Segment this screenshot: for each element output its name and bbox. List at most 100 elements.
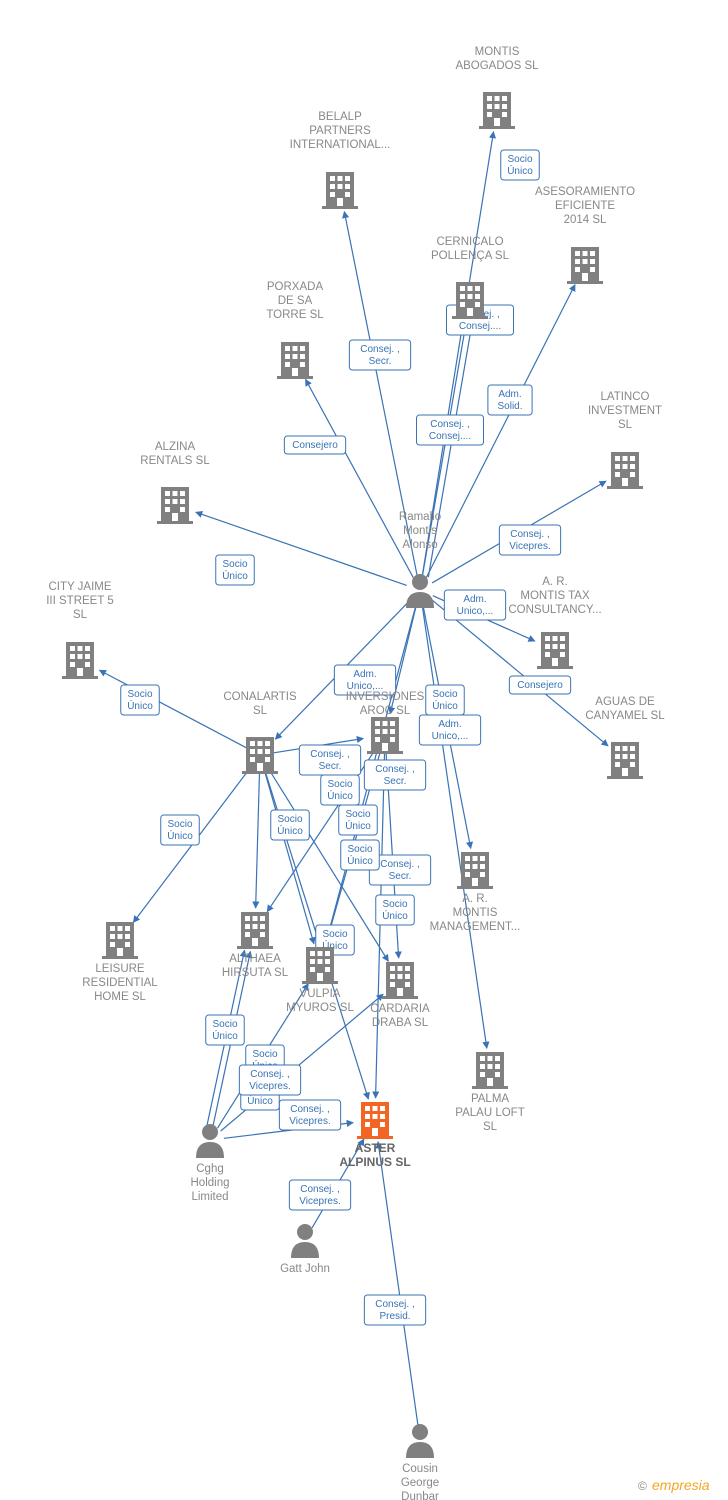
edge-label: Único: [212, 1029, 238, 1042]
edge-label: Único: [327, 789, 353, 802]
company-node[interactable]: PALMAPALAU LOFTSL: [455, 1052, 524, 1133]
edge-label: Adm.: [498, 389, 521, 400]
edge-label: Socio: [507, 154, 532, 165]
edge: [422, 604, 487, 1048]
edge-label: Adm.: [438, 719, 461, 730]
edge-label: Único: [432, 699, 458, 712]
node-label: DRABA SL: [372, 1017, 429, 1029]
company-node[interactable]: MONTIS ABOGADOS SL: [455, 46, 539, 129]
company-icon: [452, 282, 488, 319]
node-label: AROC SL: [360, 705, 411, 717]
company-icon: [607, 742, 643, 779]
edge-label: Socio: [277, 814, 302, 825]
edge: [256, 769, 260, 908]
person-node[interactable]: RamalloMontisAlonso: [399, 511, 441, 608]
edge-label: Unico,...: [457, 606, 494, 617]
node-label: HIRSUTA SL: [222, 967, 289, 979]
edge-label: Único: [277, 824, 303, 837]
company-node[interactable]: ALTHAEAHIRSUTA SL: [222, 912, 289, 979]
edge-label: Socio: [347, 844, 372, 855]
node-label: PORXADA: [267, 281, 324, 293]
node-label: MONTIS TAX: [520, 590, 590, 602]
edge-label: Secr.: [384, 776, 407, 787]
edge-label: Socio: [212, 1019, 237, 1030]
edge-label: Secr.: [319, 761, 342, 772]
company-icon: [382, 962, 418, 999]
company-icon: [472, 1052, 508, 1089]
node-label: MONTIS: [453, 907, 498, 919]
node-label: BELALP: [318, 111, 362, 123]
company-icon: [567, 247, 603, 284]
edge: [264, 768, 314, 943]
person-node[interactable]: Gatt John: [280, 1224, 330, 1275]
node-label: Limited: [191, 1191, 228, 1203]
node-label: CONSULTANCY...: [508, 604, 601, 616]
edge-label: Vicepres.: [299, 1196, 341, 1207]
node-label: MONTIS: [475, 46, 520, 58]
node-label: Cghg: [196, 1163, 224, 1175]
node-label: MANAGEMENT...: [430, 921, 521, 933]
edge-label: Secr.: [389, 871, 412, 882]
edge-label: Consej. ,: [430, 419, 469, 430]
person-icon: [406, 574, 434, 608]
edge-label: Consej. ,: [375, 764, 414, 775]
node-label: RENTALS SL: [140, 455, 210, 467]
node-label: ABOGADOS SL: [455, 60, 539, 72]
edge-label: Único: [507, 164, 533, 177]
node-label: Cousin: [402, 1463, 438, 1475]
edge-label: Consej. ,: [510, 529, 549, 540]
company-node[interactable]: CONALARTISSL: [223, 691, 297, 774]
node-label: ALPINUS SL: [339, 1155, 410, 1169]
edge-label: Único: [167, 829, 193, 842]
edge-label: Único: [247, 1094, 273, 1107]
person-icon: [406, 1424, 434, 1458]
company-icon: [322, 172, 358, 209]
edge: [378, 1142, 418, 1426]
company-node[interactable]: LEISURERESIDENTIALHOME SL: [82, 922, 158, 1003]
company-node[interactable]: CITY JAIMEIII STREET 5SL: [46, 581, 114, 679]
person-node[interactable]: Cousin George Dunbar: [401, 1424, 439, 1500]
node-label: AGUAS DE: [595, 696, 655, 708]
copyright-symbol: ©: [638, 1479, 647, 1493]
company-icon: [157, 487, 193, 524]
edge-label: Secr.: [369, 356, 392, 367]
company-node[interactable]: VULPIAMYUROS SL: [286, 947, 354, 1014]
node-label: SL: [73, 609, 88, 621]
node-label: SL: [483, 1121, 498, 1133]
node-label: CARDARIA: [370, 1003, 430, 1015]
company-node[interactable]: A. R.MONTISMANAGEMENT...: [430, 852, 521, 933]
edge-label: Vicepres.: [249, 1081, 291, 1092]
node-label: LEISURE: [95, 963, 145, 975]
edge-label: Consejero: [517, 680, 563, 691]
node-label: ASTER: [355, 1141, 396, 1155]
company-node[interactable]: PORXADA DE SA TORRE SL: [266, 281, 324, 379]
node-label: LATINCO: [601, 391, 650, 403]
node-label: CITY JAIME: [48, 581, 111, 593]
company-node[interactable]: ASESORAMIENTOEFICIENTE2014 SL: [535, 186, 635, 284]
edge-label: Adm.: [463, 594, 486, 605]
node-label: George: [401, 1477, 439, 1489]
node-label: Gatt John: [280, 1263, 330, 1275]
company-icon: [537, 632, 573, 669]
company-node[interactable]: A. R. MONTIS TAX CONSULTANCY...: [508, 576, 601, 669]
node-label: CERNICALO: [436, 236, 503, 248]
company-node[interactable]: LATINCOINVESTMENTSL: [588, 391, 662, 489]
edge-label: Vicepres.: [289, 1116, 331, 1127]
node-label: TORRE SL: [266, 309, 324, 321]
company-node[interactable]: BELALPPARTNERSINTERNATIONAL...: [290, 111, 391, 209]
edge-label: Único: [127, 699, 153, 712]
company-node[interactable]: ASTERALPINUS SL: [339, 1102, 410, 1169]
node-label: PALMA: [471, 1093, 509, 1105]
node-label: Dunbar: [401, 1491, 439, 1500]
node-label: PARTNERS: [309, 125, 371, 137]
edge-label: Consej....: [429, 431, 471, 442]
edge-label: Socio: [382, 899, 407, 910]
edge-label: Consej. ,: [360, 344, 399, 355]
node-label: DE SA: [278, 295, 313, 307]
company-icon: [277, 342, 313, 379]
edge-label: Consej. ,: [375, 1299, 414, 1310]
node-label: A. R.: [542, 576, 568, 588]
company-node[interactable]: ALZINARENTALS SL: [140, 441, 210, 524]
person-node[interactable]: CghgHoldingLimited: [191, 1124, 230, 1203]
edge-label: Consej. ,: [310, 749, 349, 760]
